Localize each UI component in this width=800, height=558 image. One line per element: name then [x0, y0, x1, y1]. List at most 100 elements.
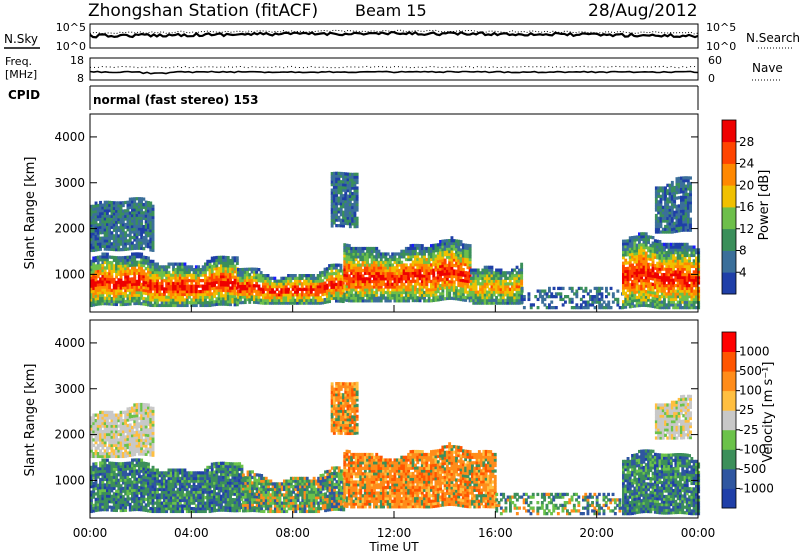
power-cell: [693, 246, 696, 249]
power-cell: [516, 266, 519, 269]
colorbar-segment: [722, 207, 736, 229]
power-cell: [331, 224, 334, 227]
power-cell: [687, 215, 690, 218]
power-cell: [469, 252, 472, 255]
colorbar-segment: [722, 251, 736, 273]
power-cell: [375, 247, 378, 250]
cpid-text: normal (fast stereo) 153: [93, 93, 259, 107]
power-cell: [340, 264, 343, 267]
nsearch-label: N.Search: [746, 31, 800, 45]
power-cell: [469, 263, 472, 266]
power-cell: [140, 253, 143, 256]
colorbar-tick-label: 28: [739, 135, 754, 149]
power-cell: [129, 302, 132, 305]
power-cell: [528, 292, 531, 295]
power-cell: [152, 219, 155, 222]
nave-tick-bottom: 0: [708, 72, 715, 85]
power-cell: [521, 287, 524, 290]
power-cell: [671, 181, 674, 184]
power-cell: [520, 279, 523, 282]
power-cell: [624, 306, 627, 309]
nave-label: Nave: [752, 61, 783, 75]
power-cell: [647, 241, 650, 244]
power-cell: [523, 298, 526, 301]
power-cell: [356, 195, 359, 198]
cpid-label: CPID: [8, 88, 40, 102]
power-cell: [610, 306, 613, 309]
power-cell: [152, 224, 155, 227]
power-cell: [660, 200, 663, 203]
power-cell: [380, 299, 383, 302]
power-cell: [387, 252, 390, 255]
colorbar-segment: [722, 185, 736, 207]
power-cell: [660, 222, 663, 225]
power-cell: [537, 306, 540, 309]
power-cell: [425, 283, 428, 286]
power-cell: [544, 298, 547, 301]
power-cell: [575, 292, 578, 295]
power-cell: [140, 222, 143, 225]
power-cell: [184, 263, 187, 266]
power-cell: [460, 240, 463, 243]
power-cell: [356, 186, 359, 189]
power-cell: [601, 292, 604, 295]
freq-tick-bottom: 8: [77, 72, 84, 85]
power-cell: [659, 240, 662, 243]
power-cell: [152, 241, 155, 244]
power-cell: [601, 287, 604, 290]
power-cell: [689, 209, 692, 212]
colorbar-segment: [722, 229, 736, 251]
power-cell: [236, 256, 239, 259]
power-cell: [564, 301, 567, 304]
power-cell: [534, 295, 537, 298]
power-cell: [356, 189, 359, 192]
colorbar-tick-label: 8: [739, 244, 747, 258]
velocity-cell: [106, 459, 109, 462]
colorbar-segment: [722, 142, 736, 164]
nsky-label: N.Sky: [4, 32, 38, 46]
power-cell: [248, 301, 251, 304]
power-colorbar-label: Power [dB]: [757, 170, 772, 241]
power-cell: [133, 274, 136, 277]
power-cell: [441, 292, 444, 295]
power-cell: [258, 268, 261, 271]
power-cell: [407, 299, 410, 302]
power-cell: [652, 236, 655, 239]
power-cell: [108, 286, 111, 289]
power-cell: [689, 220, 692, 223]
velocity-cell: [95, 462, 98, 465]
power-cell: [356, 173, 359, 176]
freq-panel: Freq. [MHz] 18 8 60 0 Nave: [5, 54, 783, 85]
freq-tick-top: 18: [70, 54, 84, 67]
power-cell: [607, 301, 610, 304]
power-cell: [594, 306, 597, 309]
power-cell: [571, 298, 574, 301]
power-cell: [122, 204, 125, 207]
power-cell: [451, 236, 454, 239]
power-cell: [528, 298, 531, 301]
power-cell: [152, 230, 155, 233]
colorbar-segment: [722, 272, 736, 294]
power-cell: [491, 266, 494, 269]
power-cell: [537, 298, 540, 301]
power-cell: [156, 263, 159, 266]
power-cell: [356, 178, 359, 181]
power-cell: [236, 262, 239, 265]
power-cell: [585, 287, 588, 290]
power-cell: [186, 304, 189, 307]
power-cell: [589, 290, 592, 293]
power-cell: [612, 292, 615, 295]
nsky-panel: N.Sky 10^5 10^0 10^5 10^0 N.Search: [4, 21, 800, 53]
y-tick-label: 1000: [54, 267, 85, 281]
y-tick-label: 4000: [54, 130, 85, 144]
power-cell: [571, 287, 574, 290]
power-cell: [562, 287, 565, 290]
power-cell: [152, 246, 155, 249]
power-cell: [421, 244, 424, 247]
power-cell: [550, 301, 553, 304]
date-label: 28/Aug/2012: [588, 1, 698, 21]
power-cell: [616, 298, 619, 301]
